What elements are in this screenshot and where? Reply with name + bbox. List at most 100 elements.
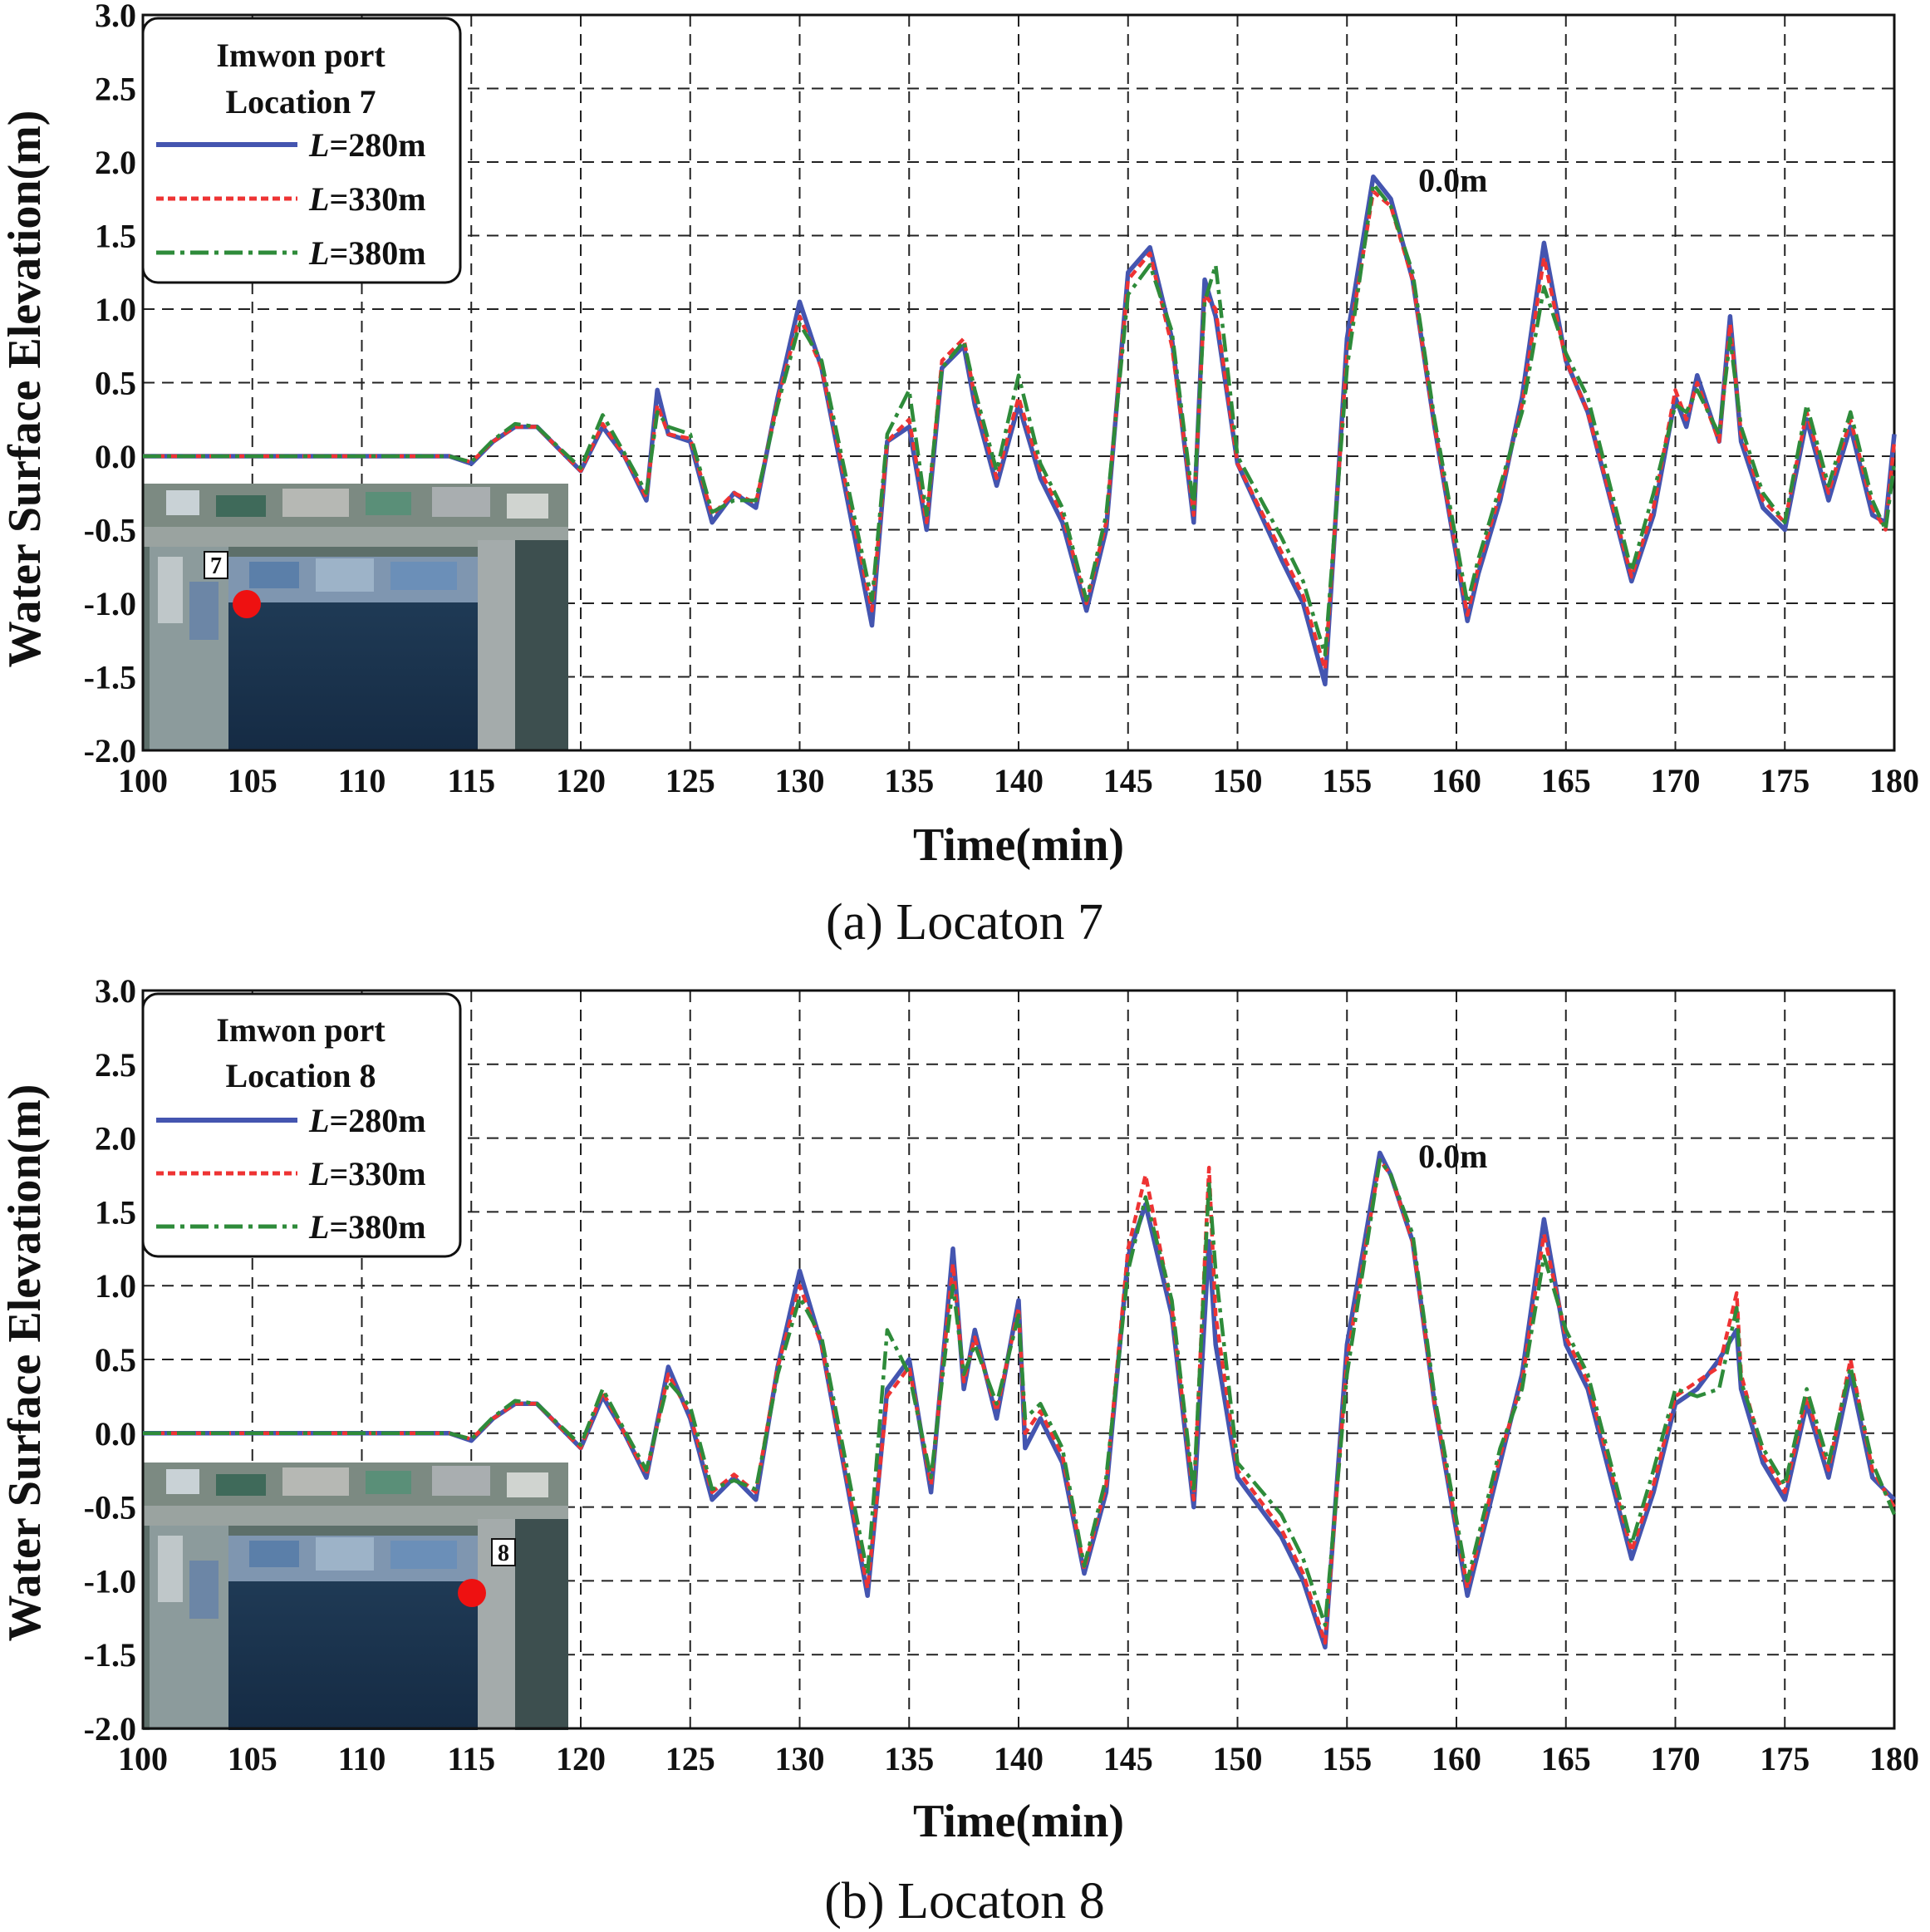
panel-a-y-ticks: 3.0 2.5 2.0 1.5 1.0 0.5 0.0 -0.5 -1.0 -1.5 -2.0 xyxy=(84,0,136,769)
x-tick-label: 130 xyxy=(775,1740,825,1777)
panel-a-caption: (a) Locaton 7 xyxy=(826,894,1103,951)
svg-text:L=280m: L=280m xyxy=(308,1102,426,1139)
x-tick-label: 100 xyxy=(118,762,168,799)
x-tick-label: 160 xyxy=(1432,762,1481,799)
panel-a: 7 3.02.52.01.51.00.50.0-0.5-1.0-1.5-2.0 … xyxy=(0,0,1919,951)
panel-b: 8 3.02.52.01.51.00.50.0-0.5-1.0-1.5-2.0 … xyxy=(0,972,1919,1930)
x-tick-label: 105 xyxy=(228,762,277,799)
panel-b-x-axis-label: Time(min) xyxy=(913,1796,1124,1847)
x-tick-label: 110 xyxy=(338,1740,386,1777)
svg-text:L=280m: L=280m xyxy=(308,126,426,164)
y-tick-label: -2.0 xyxy=(84,1710,136,1748)
x-tick-label: 175 xyxy=(1760,1740,1810,1777)
panel-a-y-axis-label: Water Surface Elevation(m) xyxy=(0,111,51,668)
y-tick-label: -0.5 xyxy=(84,512,136,549)
x-tick-label: 130 xyxy=(775,762,825,799)
x-tick-label: 100 xyxy=(118,1740,168,1777)
panel-b-y-axis-label: Water Surface Elevation(m) xyxy=(0,1084,51,1642)
panel-a-inset-map: 7 xyxy=(143,484,568,751)
x-tick-label: 170 xyxy=(1651,762,1701,799)
panel-b-location-marker xyxy=(458,1579,486,1607)
svg-text:L=330m: L=330m xyxy=(308,180,426,218)
y-tick-label: 1.5 xyxy=(95,218,136,255)
y-tick-label: 1.0 xyxy=(95,291,136,328)
panel-a-legend-title-1: Imwon port xyxy=(216,37,386,74)
panel-b-x-ticks: 100 105 110 115 120 125 130 135 140 145 150 155 160 1… xyxy=(118,1740,1919,1777)
x-tick-label: 125 xyxy=(665,762,715,799)
y-tick-label: 1.5 xyxy=(95,1193,136,1231)
series-line-330m xyxy=(143,189,1897,671)
x-tick-label: 145 xyxy=(1103,1740,1153,1777)
x-tick-label: 180 xyxy=(1869,762,1919,799)
x-tick-label: 105 xyxy=(228,1740,277,1777)
panel-b-legend: Imwon port Location 8 L=280m L=330m L=38… xyxy=(141,992,462,1258)
panel-b-legend-entry-330: L=330m xyxy=(156,1155,426,1192)
svg-text:8: 8 xyxy=(498,1541,509,1566)
y-tick-label: 2.5 xyxy=(95,71,136,108)
x-tick-label: 165 xyxy=(1541,1740,1591,1777)
x-tick-label: 125 xyxy=(665,1740,715,1777)
panel-b-plot-frame xyxy=(141,989,1896,1730)
panel-a-location-marker xyxy=(233,590,261,618)
x-tick-label: 115 xyxy=(447,1740,495,1777)
x-tick-label: 135 xyxy=(884,762,934,799)
panel-b-caption: (b) Locaton 8 xyxy=(824,1873,1104,1930)
panel-a-series xyxy=(143,174,1897,687)
y-tick-label: 1.0 xyxy=(95,1267,136,1305)
x-tick-label: 180 xyxy=(1869,1740,1919,1777)
y-tick-label: 0.0 xyxy=(95,1415,136,1453)
panel-a-legend-entry-280: L=280m xyxy=(156,126,426,164)
x-tick-label: 135 xyxy=(884,1740,934,1777)
panel-b-legend-title-1: Imwon port xyxy=(216,1011,386,1049)
x-tick-label: 140 xyxy=(994,1740,1044,1777)
x-tick-label: 155 xyxy=(1322,1740,1372,1777)
panel-b-legend-entry-280: L=280m xyxy=(156,1102,426,1139)
y-tick-label: 2.5 xyxy=(95,1046,136,1084)
x-tick-label: 150 xyxy=(1213,1740,1263,1777)
y-tick-label: 2.0 xyxy=(95,1120,136,1158)
x-tick-label: 175 xyxy=(1760,762,1810,799)
panel-a-plot-frame xyxy=(141,13,1896,752)
y-tick-label: -2.0 xyxy=(84,732,136,769)
panel-a-x-axis-label: Time(min) xyxy=(913,819,1124,871)
panel-b-inset-label: 8 xyxy=(491,1538,516,1566)
x-tick-label: 155 xyxy=(1322,762,1372,799)
panel-a-legend-entry-330: L=330m xyxy=(156,180,426,218)
svg-text:L=380m: L=380m xyxy=(308,234,426,272)
x-tick-label: 140 xyxy=(994,762,1044,799)
panel-a-annotation: 0.0m xyxy=(1418,161,1487,199)
x-tick-label: 120 xyxy=(556,1740,606,1777)
x-tick-label: 150 xyxy=(1213,762,1263,799)
y-tick-label: -1.5 xyxy=(84,659,136,696)
svg-text:L=330m: L=330m xyxy=(308,1155,426,1192)
y-tick-label: 0.5 xyxy=(95,1341,136,1379)
y-tick-label: 2.0 xyxy=(95,144,136,181)
svg-text:L=380m: L=380m xyxy=(308,1208,426,1246)
panel-b-legend-entry-380: L=380m xyxy=(156,1208,426,1246)
x-tick-label: 145 xyxy=(1103,762,1153,799)
y-tick-label: -1.0 xyxy=(84,1562,136,1600)
panel-b-series xyxy=(143,1150,1897,1650)
panel-b-inset-map: 8 xyxy=(143,1463,568,1730)
y-tick-label: 0.5 xyxy=(95,365,136,402)
panel-a-legend-entry-380: L=380m xyxy=(156,234,426,272)
x-tick-label: 110 xyxy=(338,762,386,799)
y-tick-label: 3.0 xyxy=(95,0,136,34)
x-tick-label: 120 xyxy=(556,762,606,799)
svg-text:7: 7 xyxy=(210,553,222,579)
y-tick-label: -1.0 xyxy=(84,585,136,622)
y-tick-label: -1.5 xyxy=(84,1636,136,1674)
panel-b-annotation: 0.0m xyxy=(1418,1138,1487,1175)
x-tick-label: 115 xyxy=(447,762,495,799)
panel-a-legend: Imwon port Location 7 L=280m L=330m L=38… xyxy=(141,17,462,284)
series-line-380m xyxy=(143,1158,1897,1627)
y-tick-label: -0.5 xyxy=(84,1489,136,1526)
panel-a-legend-title-2: Location 7 xyxy=(225,83,376,120)
x-tick-label: 160 xyxy=(1432,1740,1481,1777)
y-tick-label: 3.0 xyxy=(95,972,136,1010)
y-tick-label: 0.0 xyxy=(95,438,136,475)
panel-b-legend-title-2: Location 8 xyxy=(225,1057,376,1094)
panel-a-inset-label: 7 xyxy=(204,551,228,579)
panel-a-x-ticks: 100 105 110 115 120 125 130 135 140 145 150 155 160 1… xyxy=(118,762,1919,799)
